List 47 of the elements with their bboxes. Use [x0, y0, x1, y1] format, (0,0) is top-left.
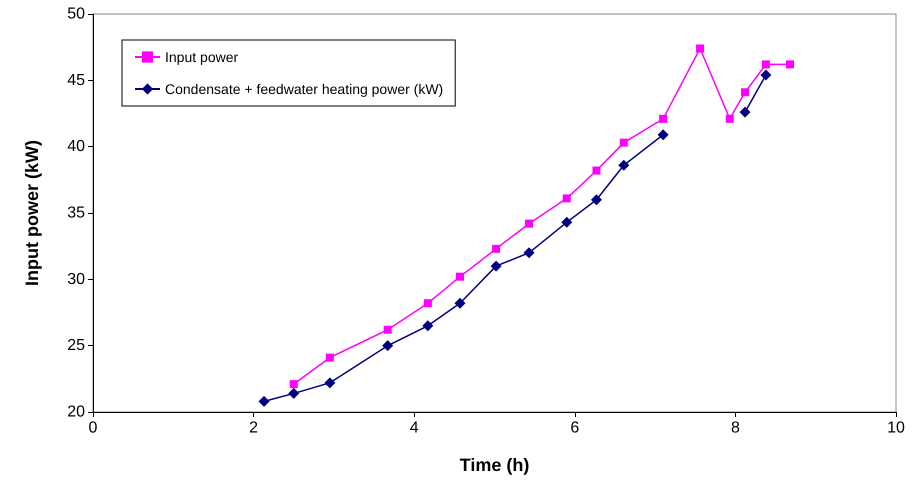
point — [696, 44, 704, 52]
x-tick-label: 10 — [887, 420, 905, 436]
x-tick-label: 8 — [730, 420, 740, 436]
point — [561, 216, 572, 228]
point — [324, 377, 336, 388]
point — [454, 298, 466, 309]
y-tick-label: 25 — [67, 337, 86, 354]
y-axis-title: Input power (kW) — [22, 140, 42, 286]
point — [590, 194, 602, 206]
y-tick-label: 45 — [67, 72, 86, 89]
x-axis-title: Time (h) — [460, 455, 530, 475]
legend-label: Condensate + feedwater heating power (kW) — [165, 81, 444, 97]
point — [290, 380, 298, 388]
point — [786, 60, 794, 68]
point — [741, 88, 750, 96]
point — [592, 166, 600, 175]
point — [659, 114, 668, 123]
point — [382, 340, 394, 352]
point — [422, 320, 434, 332]
point — [620, 138, 628, 147]
y-tick-label: 30 — [67, 270, 86, 288]
y-tick-label: 40 — [67, 138, 86, 156]
point — [740, 106, 751, 118]
point — [762, 60, 770, 68]
point — [490, 260, 502, 272]
x-tick-label: 0 — [88, 420, 98, 436]
x-tick-label: 2 — [249, 420, 258, 436]
y-tick-label: 50 — [67, 6, 86, 22]
y-tick-label: 20 — [67, 404, 86, 420]
legend-label: Input power — [165, 49, 238, 65]
point — [562, 194, 571, 202]
point — [726, 114, 734, 123]
point — [326, 354, 334, 362]
point — [258, 396, 270, 407]
point — [424, 299, 432, 308]
point — [456, 272, 464, 281]
point — [288, 388, 300, 399]
point — [524, 247, 535, 258]
point — [492, 244, 500, 253]
x-tick-label: 4 — [410, 420, 419, 436]
point — [658, 129, 669, 140]
y-tick-label: 35 — [67, 204, 86, 222]
x-tick-label: 6 — [570, 420, 580, 436]
point — [525, 220, 534, 228]
point — [760, 70, 772, 81]
point — [618, 160, 630, 171]
point — [384, 326, 392, 334]
